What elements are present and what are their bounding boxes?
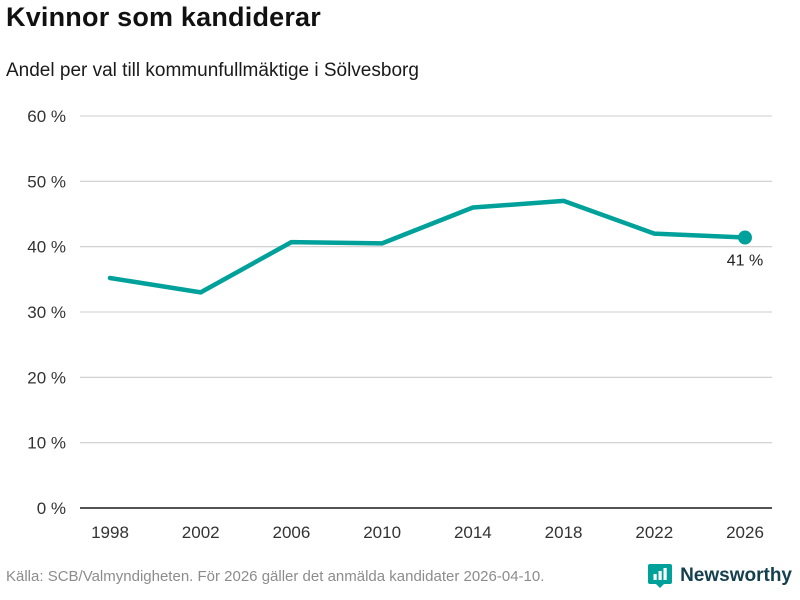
x-tick-label: 1998 [91,523,129,542]
footer: Källa: SCB/Valmyndigheten. För 2026 gäll… [6,560,792,592]
y-tick-label: 50 % [27,172,66,191]
newsworthy-icon [648,564,673,588]
data-line [107,198,748,295]
end-point [738,230,752,245]
y-tick-label: 20 % [27,368,66,387]
x-tick-label: 2022 [635,523,673,542]
y-tick-label: 40 % [27,238,66,257]
y-tick-label: 10 % [27,434,66,453]
newsworthy-wordmark: Newsworthy [680,565,792,586]
chart-subtitle: Andel per val till kommunfullmäktige i S… [6,60,419,81]
newsworthy-logo: Newsworthy [647,563,792,589]
y-tick-label: 30 % [27,303,66,322]
x-tick-label: 2006 [273,523,311,542]
end-value-label: 41 % [727,253,763,270]
line-chart: 0 % 10 % 20 % 30 % 40 % 50 % 60 % 1998 2002 2006 2… [0,98,800,553]
x-tick-label: 2018 [545,523,583,542]
x-tick-label: 2026 [726,523,764,542]
x-tick-label: 2010 [363,523,401,542]
x-tick-label: 2014 [454,523,492,542]
line-chart-svg: 0 % 10 % 20 % 30 % 40 % 50 % 60 % 1998 2002 2006 2… [27,107,772,542]
chart-title: Kvinnor som kandiderar [6,2,321,32]
y-tick-label: 60 % [27,107,66,126]
y-tick-label: 0 % [37,499,66,518]
x-tick-label: 2002 [182,523,220,542]
source-note: Källa: SCB/Valmyndigheten. För 2026 gäll… [6,567,545,585]
